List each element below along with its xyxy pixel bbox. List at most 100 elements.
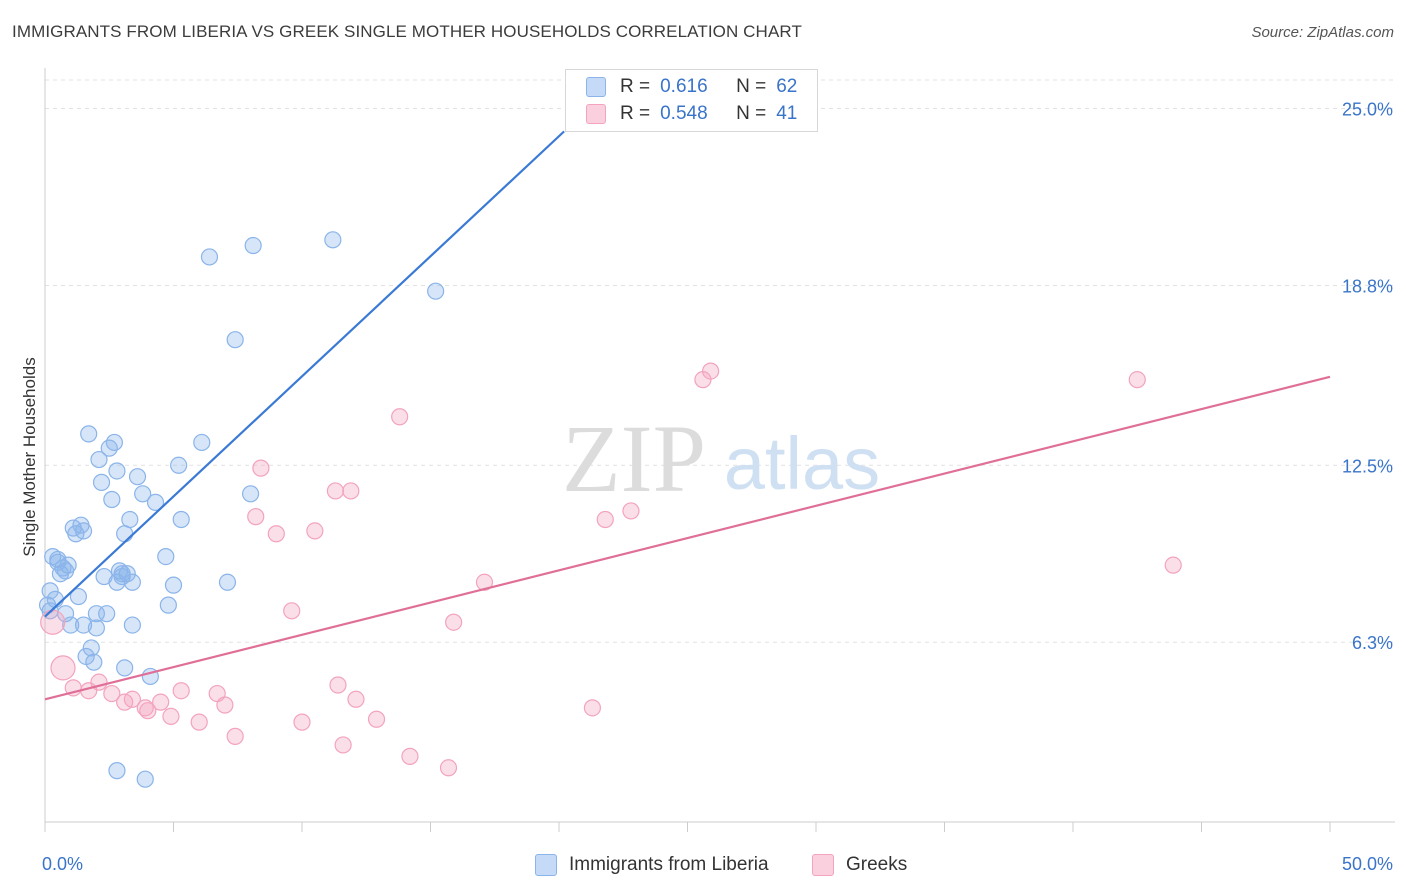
liberia-point <box>113 565 131 583</box>
greeks-point <box>329 676 347 694</box>
greeks-point <box>1164 556 1182 574</box>
greeks-point <box>702 362 720 380</box>
y-tick-label: 6.3% <box>1352 633 1393 653</box>
liberia-point <box>134 485 152 503</box>
chart-title: IMMIGRANTS FROM LIBERIA VS GREEK SINGLE … <box>12 22 802 41</box>
greeks-point <box>216 696 234 714</box>
liberia-point <box>200 248 219 266</box>
liberia-point <box>123 616 141 634</box>
axes <box>44 68 1395 832</box>
liberia-point <box>218 573 237 591</box>
greeks-point <box>103 684 121 703</box>
stats-legend-row-greeks: R = 0.548 N = 41 <box>586 101 797 127</box>
y-tick-label: 18.8% <box>1342 276 1393 296</box>
n-label: N = <box>736 103 767 124</box>
greeks-point <box>136 699 154 717</box>
liberia-point <box>62 616 80 634</box>
liberia-point <box>242 485 260 503</box>
stats-legend: R = 0.616 N = 62 R = 0.548 N = 41 <box>565 69 818 132</box>
greeks-point <box>152 693 170 711</box>
liberia-legend-swatch <box>535 854 557 876</box>
greeks-point <box>391 408 409 426</box>
watermark-atlas: atlas <box>724 422 880 505</box>
liberia-point <box>98 605 116 623</box>
greeks-point <box>190 713 208 731</box>
greeks-point <box>247 508 265 526</box>
liberia-point <box>226 331 244 349</box>
greeks-point <box>326 482 345 500</box>
greeks-point <box>123 690 141 708</box>
greeks-point <box>252 459 270 477</box>
legend-item-liberia[interactable]: Immigrants from Liberia <box>535 852 769 878</box>
liberia-point <box>87 619 106 637</box>
liberia-point <box>164 576 183 594</box>
n-value: 62 <box>776 76 798 97</box>
greeks-point <box>367 710 386 728</box>
y-tick-label: 25.0% <box>1342 100 1393 120</box>
liberia-point <box>105 433 123 452</box>
greeks-point <box>40 609 66 635</box>
greeks-point <box>172 682 190 700</box>
liberia-point <box>90 450 108 469</box>
liberia-trend-line <box>44 130 565 618</box>
watermark-zip: ZIP <box>562 405 706 512</box>
liberia-point <box>244 236 262 255</box>
legend-item-greeks[interactable]: Greeks <box>812 852 907 878</box>
greeks-point <box>226 727 244 745</box>
liberia-point <box>69 587 88 606</box>
liberia-point <box>49 553 67 571</box>
r-value: 0.616 <box>660 76 708 97</box>
n-label: N = <box>736 76 767 97</box>
liberia-point <box>121 510 139 529</box>
liberia-point <box>427 282 445 300</box>
liberia-point <box>128 468 147 486</box>
greeks-point <box>445 613 463 631</box>
greeks-point <box>293 713 311 731</box>
stats-legend-row-liberia: R = 0.616 N = 62 <box>586 74 797 100</box>
grid-lines <box>45 79 1395 643</box>
greeks-point <box>596 510 614 529</box>
greeks-legend-label: Greeks <box>846 854 908 875</box>
y-axis-title: Single Mother Households <box>20 357 39 557</box>
liberia-point <box>41 582 59 600</box>
tick-labels: 6.3% 12.5% 18.8% 25.0% 0.0% 50.0% <box>42 100 1393 874</box>
greeks-point <box>139 702 157 720</box>
liberia-point <box>146 493 165 511</box>
greeks-point <box>1128 371 1146 389</box>
liberia-point <box>74 522 93 540</box>
greeks-point <box>475 573 494 591</box>
liberia-point <box>82 639 100 657</box>
liberia-point <box>172 510 190 529</box>
greeks-point <box>439 759 458 777</box>
liberia-point <box>193 433 211 452</box>
greeks-point <box>347 690 365 708</box>
greeks-point <box>622 502 640 520</box>
n-value: 41 <box>776 103 798 124</box>
liberia-point <box>85 653 103 671</box>
liberia-point <box>159 596 177 614</box>
greeks-point <box>342 482 360 500</box>
liberia-point <box>92 473 111 491</box>
x-tick-label: 0.0% <box>42 854 83 874</box>
liberia-point <box>324 231 342 249</box>
liberia-point <box>74 616 93 634</box>
greeks-point <box>267 525 285 543</box>
r-label: R = <box>620 76 651 97</box>
liberia-point <box>108 762 126 780</box>
liberia-point <box>157 547 175 566</box>
trend-lines <box>44 130 1331 701</box>
greeks-point <box>50 655 76 681</box>
greeks-point <box>162 707 180 726</box>
x-tick-label: 50.0% <box>1342 854 1393 874</box>
y-tick-label: 12.5% <box>1342 456 1393 476</box>
liberia-point <box>170 456 188 474</box>
r-label: R = <box>620 103 651 124</box>
liberia-point <box>108 462 126 480</box>
source-label: Source: ZipAtlas.com <box>1251 24 1394 41</box>
liberia-point <box>118 565 136 583</box>
liberia-legend-label: Immigrants from Liberia <box>569 854 769 875</box>
greeks-legend-swatch <box>812 854 834 876</box>
greeks-point <box>306 522 324 540</box>
greeks-swatch <box>586 104 606 124</box>
